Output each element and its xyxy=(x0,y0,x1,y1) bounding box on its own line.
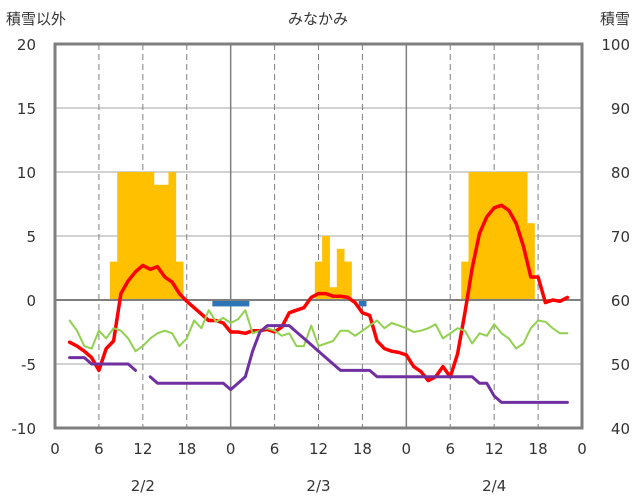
series-line xyxy=(67,203,570,383)
bar xyxy=(483,172,491,300)
bar xyxy=(131,172,140,300)
series-line xyxy=(148,324,569,404)
bar xyxy=(139,172,147,300)
bar xyxy=(314,261,323,300)
bar xyxy=(168,172,177,300)
series-line xyxy=(68,356,137,372)
y-ticks-left: 20 15 10 5 0 -5 -10 xyxy=(12,36,37,438)
bar xyxy=(241,300,250,307)
date-label: 2/4 xyxy=(482,477,506,495)
x-tick-label: 6 xyxy=(270,440,280,458)
date-label: 2/3 xyxy=(306,477,330,495)
x-tick-label: 12 xyxy=(485,440,504,458)
y-tick-label-left: 20 xyxy=(17,36,36,54)
bar xyxy=(344,261,352,300)
y-tick-label-right: 50 xyxy=(611,356,630,374)
x-tick-label: 12 xyxy=(309,440,328,458)
date-labels: 2/2 2/3 2/4 xyxy=(131,477,506,495)
x-tick-label: 12 xyxy=(133,440,152,458)
bar xyxy=(329,287,338,300)
x-tick-label: 0 xyxy=(226,440,236,458)
bar xyxy=(234,300,243,307)
date-label: 2/2 xyxy=(131,477,155,495)
chart-title: みなかみ xyxy=(288,10,348,28)
lines xyxy=(55,203,582,404)
x-tick-label: 18 xyxy=(177,440,196,458)
y-tick-label-right: 100 xyxy=(601,36,630,54)
x-tick-label: 6 xyxy=(445,440,455,458)
y-ticks-right: 100 90 80 70 60 50 40 xyxy=(601,36,630,438)
bar xyxy=(505,172,513,300)
x-tick-label: 0 xyxy=(50,440,60,458)
bar xyxy=(468,172,477,300)
x-tick-label: 0 xyxy=(402,440,412,458)
x-tick-label: 18 xyxy=(353,440,372,458)
y-tick-label-left: 10 xyxy=(17,164,36,182)
y-tick-label-left: -10 xyxy=(12,420,37,438)
y-axis-label-left: 積雪以外 xyxy=(6,10,66,28)
y-tick-label-left: 15 xyxy=(17,100,36,118)
bar xyxy=(358,300,367,307)
bar xyxy=(512,172,521,300)
bar xyxy=(461,261,469,300)
y-tick-label-left: 0 xyxy=(26,292,36,310)
x-tick-label: 0 xyxy=(577,440,587,458)
y-tick-label-left: -5 xyxy=(21,356,36,374)
bar xyxy=(161,184,169,300)
y-tick-label-right: 90 xyxy=(611,100,630,118)
bar xyxy=(227,300,235,307)
bar xyxy=(490,172,499,300)
bar xyxy=(322,236,330,300)
bar xyxy=(124,172,133,300)
bar xyxy=(117,172,125,300)
bar xyxy=(109,261,118,300)
y-tick-label-right: 70 xyxy=(611,228,630,246)
bar xyxy=(527,223,535,300)
x-tick-label: 6 xyxy=(94,440,104,458)
series-line xyxy=(68,309,569,353)
bar xyxy=(153,184,162,300)
bar xyxy=(212,300,221,307)
y-tick-label-right: 80 xyxy=(611,164,630,182)
bar xyxy=(497,172,506,300)
y-tick-label-left: 5 xyxy=(26,228,36,246)
y-axis-label-right: 積雪 xyxy=(600,10,630,28)
bar xyxy=(519,172,528,300)
x-tick-label: 18 xyxy=(529,440,548,458)
bar xyxy=(336,248,345,300)
grid xyxy=(55,44,582,428)
bar xyxy=(219,300,228,307)
x-ticks: 0 6 12 18 0 6 12 18 0 6 12 18 0 xyxy=(50,440,587,458)
bar xyxy=(175,261,184,300)
bar xyxy=(146,172,155,300)
plot-frame xyxy=(53,42,584,430)
y-tick-label-right: 60 xyxy=(611,292,630,310)
y-tick-label-right: 40 xyxy=(611,420,630,438)
